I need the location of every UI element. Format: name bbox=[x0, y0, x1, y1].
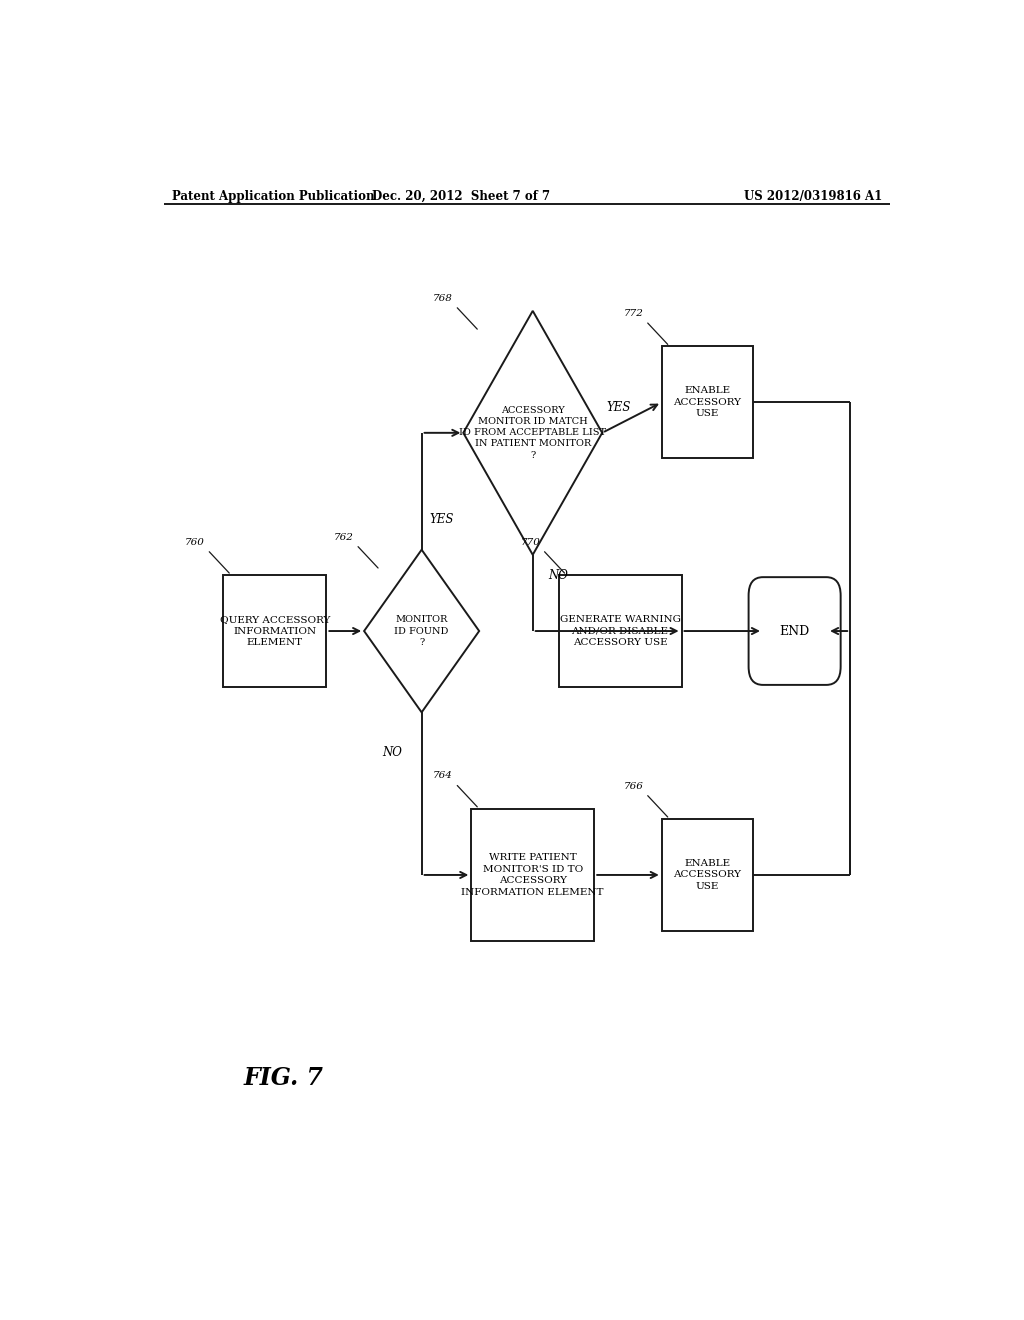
Text: 764: 764 bbox=[433, 771, 453, 780]
Text: END: END bbox=[779, 624, 810, 638]
Text: 768: 768 bbox=[433, 294, 453, 302]
FancyBboxPatch shape bbox=[662, 346, 753, 458]
Text: Patent Application Publication: Patent Application Publication bbox=[172, 190, 374, 202]
Polygon shape bbox=[463, 312, 602, 554]
Text: Dec. 20, 2012  Sheet 7 of 7: Dec. 20, 2012 Sheet 7 of 7 bbox=[373, 190, 550, 202]
Polygon shape bbox=[365, 549, 479, 713]
Text: ENABLE
ACCESSORY
USE: ENABLE ACCESSORY USE bbox=[674, 859, 741, 891]
Text: NO: NO bbox=[549, 569, 568, 582]
Text: FIG. 7: FIG. 7 bbox=[243, 1067, 324, 1090]
Text: 762: 762 bbox=[334, 532, 353, 541]
Text: WRITE PATIENT
MONITOR'S ID TO
ACCESSORY
INFORMATION ELEMENT: WRITE PATIENT MONITOR'S ID TO ACCESSORY … bbox=[462, 853, 604, 896]
Text: YES: YES bbox=[606, 401, 631, 414]
Text: NO: NO bbox=[382, 747, 401, 759]
Text: 770: 770 bbox=[520, 537, 541, 546]
FancyBboxPatch shape bbox=[471, 809, 594, 941]
FancyBboxPatch shape bbox=[223, 576, 327, 686]
FancyBboxPatch shape bbox=[558, 576, 682, 686]
Text: 766: 766 bbox=[624, 781, 643, 791]
FancyBboxPatch shape bbox=[749, 577, 841, 685]
Text: ACCESSORY
MONITOR ID MATCH
ID FROM ACCEPTABLE LIST
IN PATIENT MONITOR
?: ACCESSORY MONITOR ID MATCH ID FROM ACCEP… bbox=[459, 407, 606, 459]
Text: ENABLE
ACCESSORY
USE: ENABLE ACCESSORY USE bbox=[674, 387, 741, 418]
Text: QUERY ACCESSORY
INFORMATION
ELEMENT: QUERY ACCESSORY INFORMATION ELEMENT bbox=[219, 615, 330, 647]
Text: YES: YES bbox=[429, 512, 454, 525]
Text: 760: 760 bbox=[185, 537, 205, 546]
Text: 772: 772 bbox=[624, 309, 643, 318]
Text: MONITOR
ID FOUND
?: MONITOR ID FOUND ? bbox=[394, 615, 449, 647]
Text: GENERATE WARNING
AND/OR DISABLE
ACCESSORY USE: GENERATE WARNING AND/OR DISABLE ACCESSOR… bbox=[559, 615, 681, 647]
FancyBboxPatch shape bbox=[662, 818, 753, 931]
Text: US 2012/0319816 A1: US 2012/0319816 A1 bbox=[743, 190, 882, 202]
